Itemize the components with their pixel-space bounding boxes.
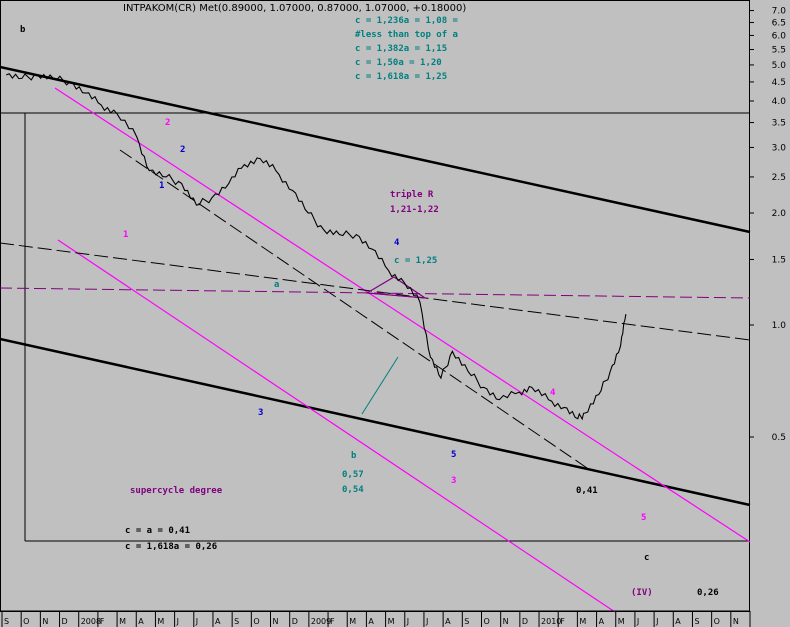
label-b-top: b <box>20 25 26 35</box>
y-tick-label: 4.0 <box>772 97 787 107</box>
purple-dashed-level <box>0 287 751 299</box>
x-tick-label: J <box>425 617 428 626</box>
x-tick-label: O <box>23 617 29 626</box>
x-tick-label: J <box>636 617 639 626</box>
x-tick-label: F <box>100 617 105 626</box>
c-equals-a: c = a = 0,41 <box>125 526 190 536</box>
x-tick-label: M <box>119 617 126 626</box>
x-tick-label: J <box>406 617 409 626</box>
x-tick-label: M <box>579 617 586 626</box>
x-tick-label: N <box>42 617 48 626</box>
y-tick-label: 6.0 <box>772 31 787 41</box>
x-tick-label: A <box>675 617 681 626</box>
x-tick-label: J <box>655 617 658 626</box>
x-tick-label: N <box>273 617 279 626</box>
x-tick-label: A <box>138 617 144 626</box>
x-tick-label: M <box>349 617 356 626</box>
triple-r-label: triple R <box>390 189 434 200</box>
low-value-1: 0,57 <box>342 470 364 480</box>
target-triangle-base <box>366 292 426 299</box>
fib-line-1: c = 1,236a = 1,08 = <box>355 16 459 26</box>
degree-label: supercycle degree <box>130 486 223 496</box>
low-value-2: 0,54 <box>342 485 364 495</box>
wave-2-magenta: 2 <box>165 118 170 128</box>
x-tick-label: O <box>714 617 720 626</box>
y-tick-label: 7.0 <box>772 7 787 17</box>
thick-upper-trendline <box>0 65 751 234</box>
y-tick-label: 6.5 <box>772 19 786 29</box>
wave-b-label: b <box>351 451 357 461</box>
x-tick-label: N <box>733 617 739 626</box>
y-tick-label: 4.5 <box>772 78 786 88</box>
wave-4-magenta: 4 <box>550 388 556 398</box>
wave-3-magenta: 3 <box>451 476 456 486</box>
y-tick-label: 1.5 <box>772 255 786 265</box>
x-tick-label: F <box>560 617 565 626</box>
x-tick-label: A <box>599 617 605 626</box>
fib-line-4: c = 1,50a = 1,20 <box>355 58 442 68</box>
plot-frame <box>0 0 750 612</box>
dashed-long-line <box>0 242 751 341</box>
x-tick-label: D <box>62 617 68 626</box>
x-tick-label: N <box>503 617 509 626</box>
x-tick-label: S <box>4 617 9 626</box>
x-tick-label: A <box>445 617 451 626</box>
wave-c-label: c <box>644 553 649 563</box>
wave-5-blue: 5 <box>451 450 456 460</box>
x-tick-label: M <box>388 617 395 626</box>
x-tick-label: M <box>618 617 625 626</box>
value-041: 0,41 <box>576 486 598 496</box>
y-tick-label: 2.0 <box>772 209 787 219</box>
y-tick-label: 0.5 <box>772 433 786 443</box>
y-tick-label: 3.5 <box>772 119 786 129</box>
x-tick-label: D <box>522 617 528 626</box>
magenta-channel-upper <box>54 87 751 543</box>
wave-4-blue: 4 <box>394 238 400 248</box>
wave-3-blue: 3 <box>258 408 263 418</box>
x-tick-label: M <box>157 617 164 626</box>
y-axis: 7.0 6.5 6.0 5.5 5.0 4.5 4.0 3.5 3.0 2.5 2.0 1.5 1.0 0… <box>750 7 786 443</box>
value-026: 0,26 <box>697 588 719 598</box>
x-tick-label: 2008 <box>81 617 101 626</box>
wave-5-magenta: 5 <box>641 513 646 523</box>
fib-line-5: c = 1,618a = 1,25 <box>355 72 447 82</box>
x-tick-label: O <box>483 617 489 626</box>
magenta-channel-lower <box>57 239 616 613</box>
x-tick-label: D <box>292 617 298 626</box>
x-tick-label: S <box>464 617 469 626</box>
thick-lower-trendline <box>0 337 751 507</box>
x-tick-label: O <box>253 617 259 626</box>
wave-iv-label: (IV) <box>631 588 653 598</box>
x-tick-label: A <box>215 617 221 626</box>
y-tick-label: 1.0 <box>772 321 787 331</box>
fib-line-2: #less than top of a <box>355 30 458 40</box>
wave-a-label: a <box>274 280 279 290</box>
x-tick-label: 2010 <box>541 617 561 626</box>
x-tick-label: S <box>234 617 239 626</box>
fib-line-3: c = 1,382a = 1,15 <box>355 44 447 54</box>
y-tick-label: 5.0 <box>772 61 787 71</box>
chart-title: INTPAKOM(CR) Met(0.89000, 1.07000, 0.870… <box>123 3 466 14</box>
x-tick-label: S <box>694 617 699 626</box>
y-tick-label: 5.5 <box>772 46 786 56</box>
triple-r-range: 1,21-1,22 <box>390 205 439 215</box>
wave-2-blue: 2 <box>180 145 185 155</box>
x-tick-label: J <box>176 617 179 626</box>
c-target-label: c = 1,25 <box>394 256 437 266</box>
price-series-line <box>6 73 627 421</box>
y-tick-label: 3.0 <box>772 143 787 153</box>
x-tick-label: F <box>330 617 335 626</box>
wave-1-magenta: 1 <box>123 230 128 240</box>
wave-1-blue: 1 <box>159 181 164 191</box>
x-tick-label: J <box>195 617 198 626</box>
teal-projection <box>361 356 399 415</box>
x-tick-label: 2009 <box>311 617 331 626</box>
y-tick-label: 2.5 <box>772 173 786 183</box>
c-equals-1618a: c = 1,618a = 0,26 <box>125 542 217 552</box>
x-tick-label: A <box>368 617 374 626</box>
